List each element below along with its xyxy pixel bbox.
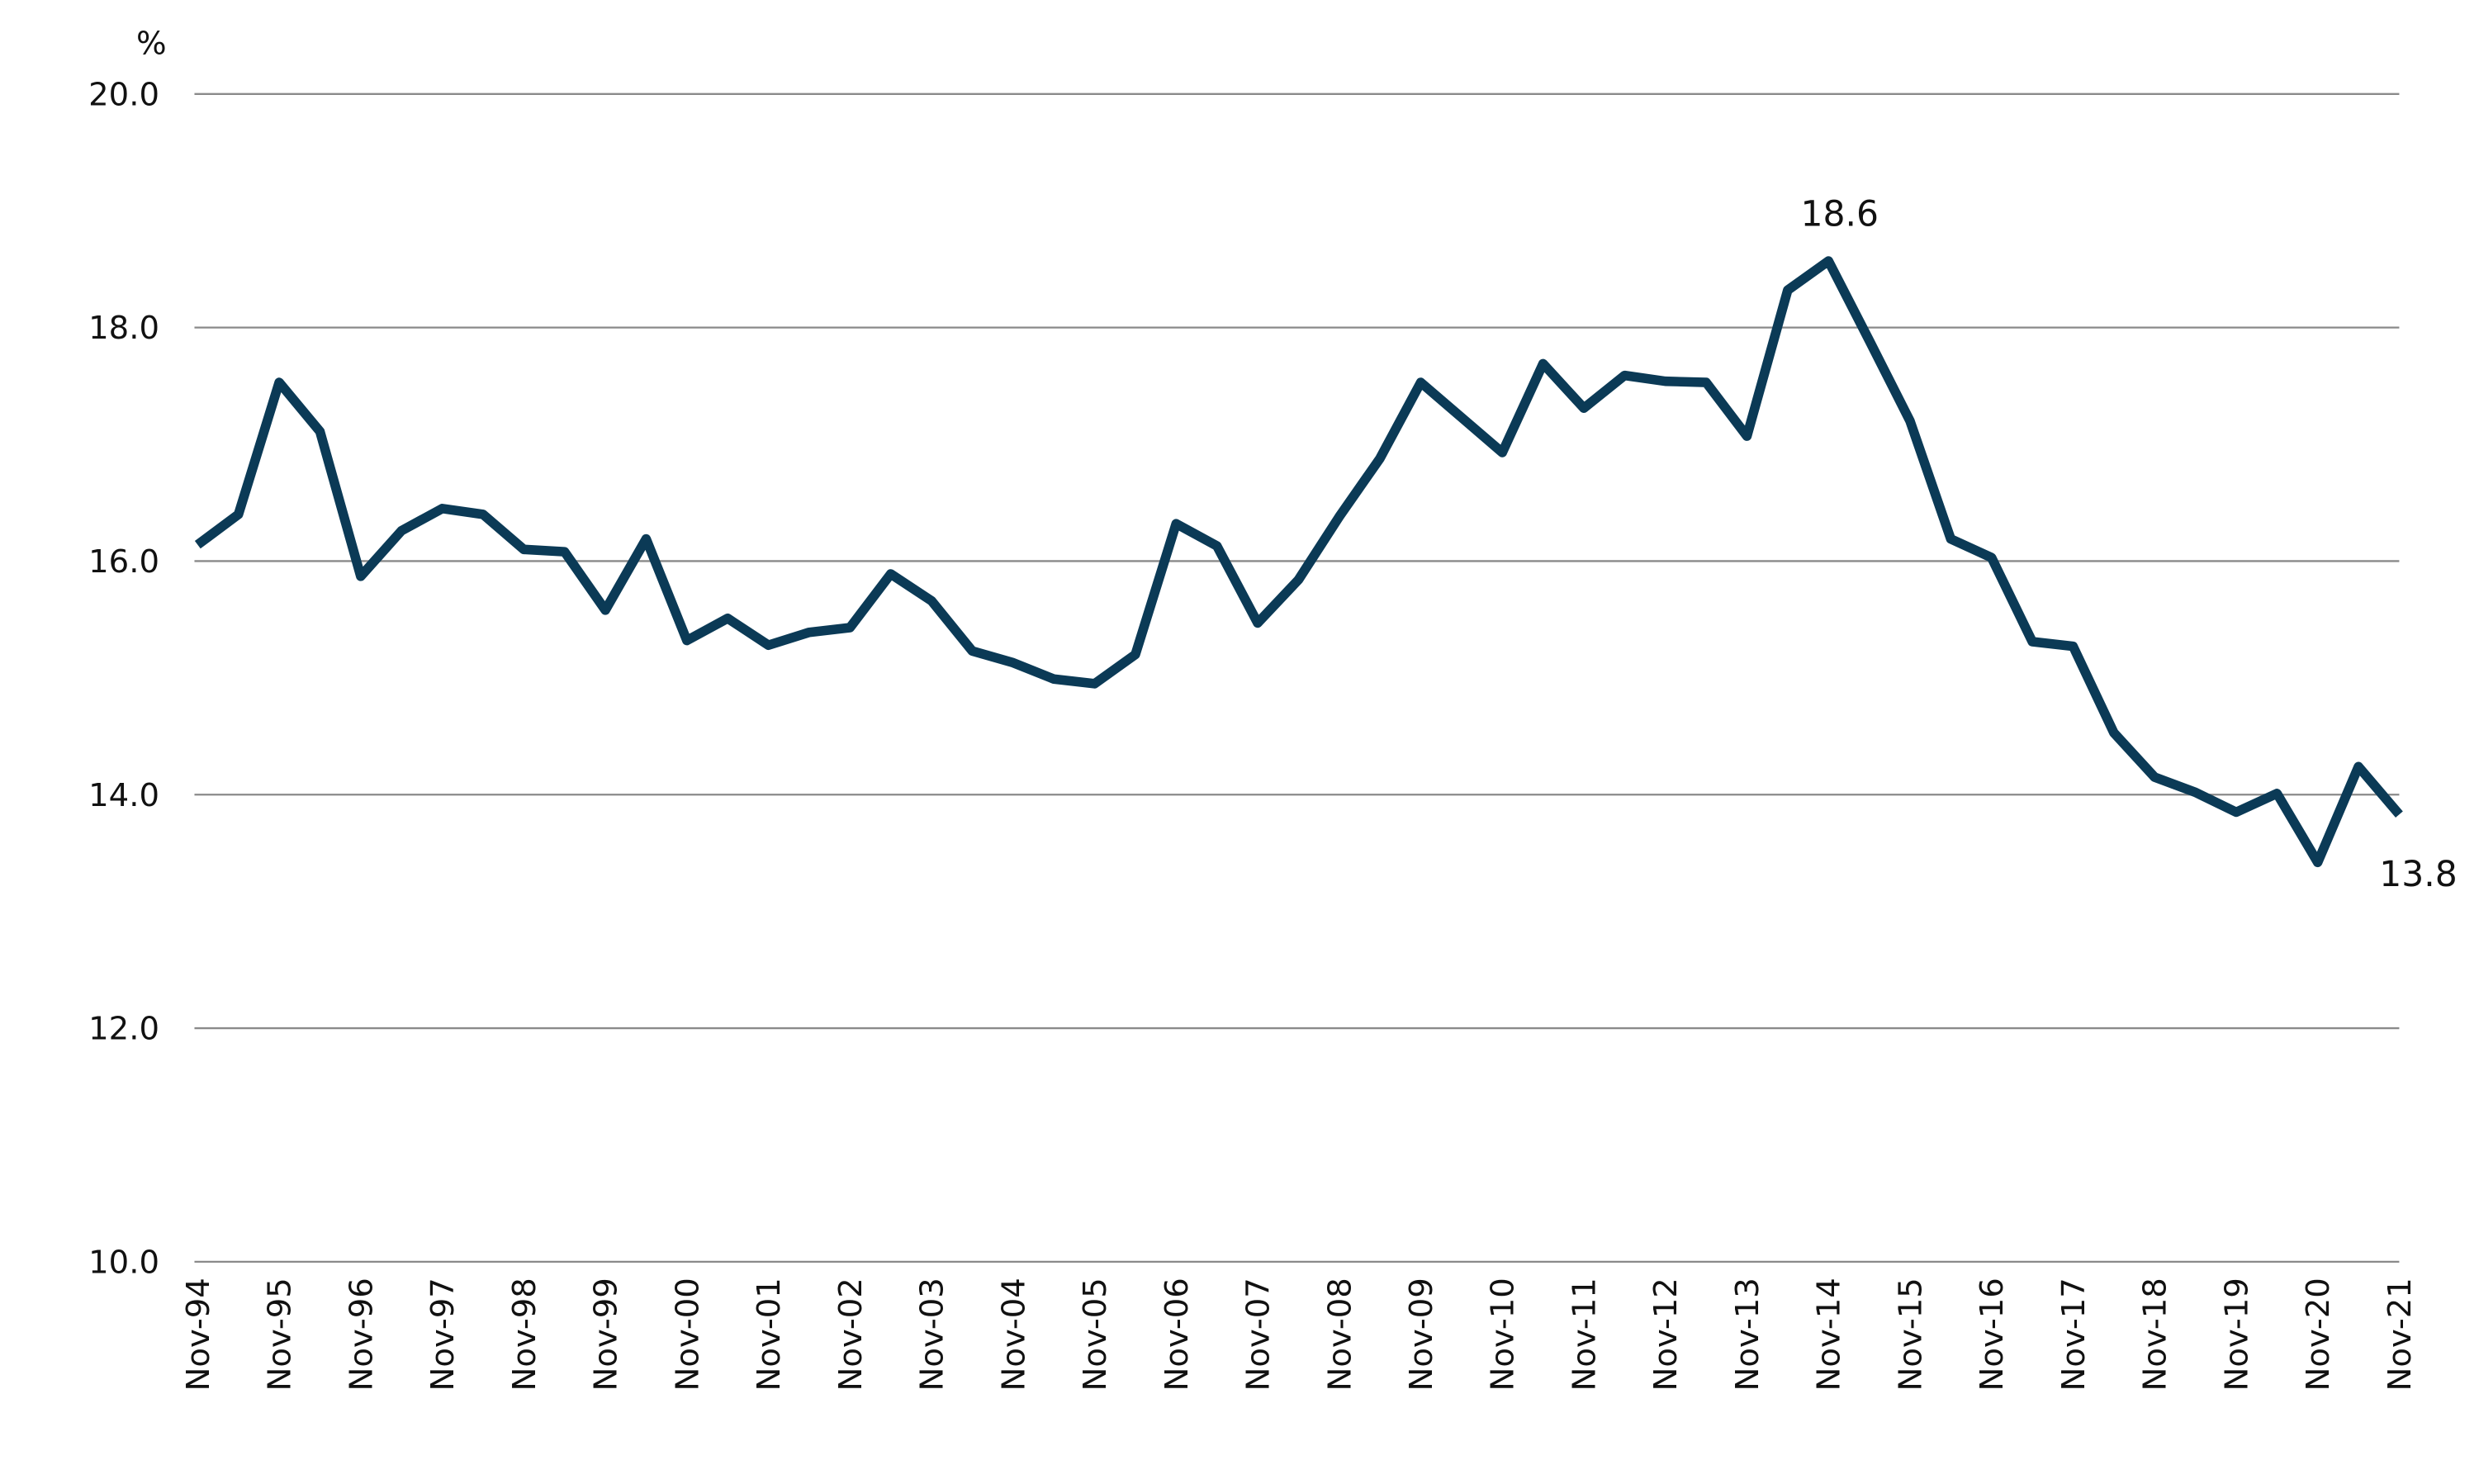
y-tick-label: 10.0 bbox=[88, 1244, 159, 1281]
x-tick-label: Nov-13 bbox=[1729, 1278, 1766, 1391]
x-tick-label: Nov-04 bbox=[995, 1278, 1032, 1391]
x-tick-label: Nov-05 bbox=[1077, 1278, 1114, 1391]
x-tick-label: Nov-16 bbox=[1974, 1278, 2011, 1391]
y-axis-label: % bbox=[136, 26, 167, 63]
x-tick-label: Nov-17 bbox=[2055, 1278, 2093, 1391]
y-tick-label: 14.0 bbox=[88, 777, 159, 814]
x-tick-label: Nov-95 bbox=[262, 1278, 299, 1391]
y-tick-label: 20.0 bbox=[88, 76, 159, 113]
x-tick-label: Nov-11 bbox=[1566, 1278, 1603, 1391]
x-tick-label: Nov-08 bbox=[1321, 1278, 1358, 1391]
x-tick-label: Nov-01 bbox=[751, 1278, 788, 1391]
x-tick-label: Nov-03 bbox=[914, 1278, 951, 1391]
data-label: 18.6 bbox=[1800, 195, 1878, 235]
data-label: 13.8 bbox=[2379, 855, 2458, 895]
x-tick-label: Nov-02 bbox=[832, 1278, 870, 1391]
x-tick-label: Nov-15 bbox=[1892, 1278, 1929, 1391]
data-line bbox=[194, 256, 2403, 868]
x-tick-label: Nov-07 bbox=[1240, 1278, 1277, 1391]
x-tick-label: Nov-20 bbox=[2300, 1278, 2337, 1391]
x-tick-label: Nov-99 bbox=[588, 1278, 625, 1391]
x-tick-label: Nov-10 bbox=[1485, 1278, 1522, 1391]
x-tick-label: Nov-96 bbox=[343, 1278, 380, 1391]
y-tick-label: 16.0 bbox=[88, 543, 159, 581]
x-tick-label: Nov-19 bbox=[2218, 1278, 2255, 1391]
x-tick-label: Nov-09 bbox=[1403, 1278, 1440, 1391]
x-tick-label: Nov-18 bbox=[2137, 1278, 2174, 1391]
x-tick-label: Nov-98 bbox=[506, 1278, 543, 1391]
y-tick-label: 18.0 bbox=[88, 310, 159, 347]
x-tick-label: Nov-94 bbox=[180, 1278, 217, 1391]
y-tick-label: 12.0 bbox=[88, 1011, 159, 1048]
x-tick-label: Nov-14 bbox=[1811, 1278, 1848, 1391]
x-tick-label: Nov-21 bbox=[2382, 1278, 2419, 1391]
x-tick-label: Nov-97 bbox=[424, 1278, 462, 1391]
x-tick-label: Nov-00 bbox=[669, 1278, 706, 1391]
x-tick-label: Nov-12 bbox=[1647, 1278, 1685, 1391]
x-tick-label: Nov-06 bbox=[1159, 1278, 1196, 1391]
